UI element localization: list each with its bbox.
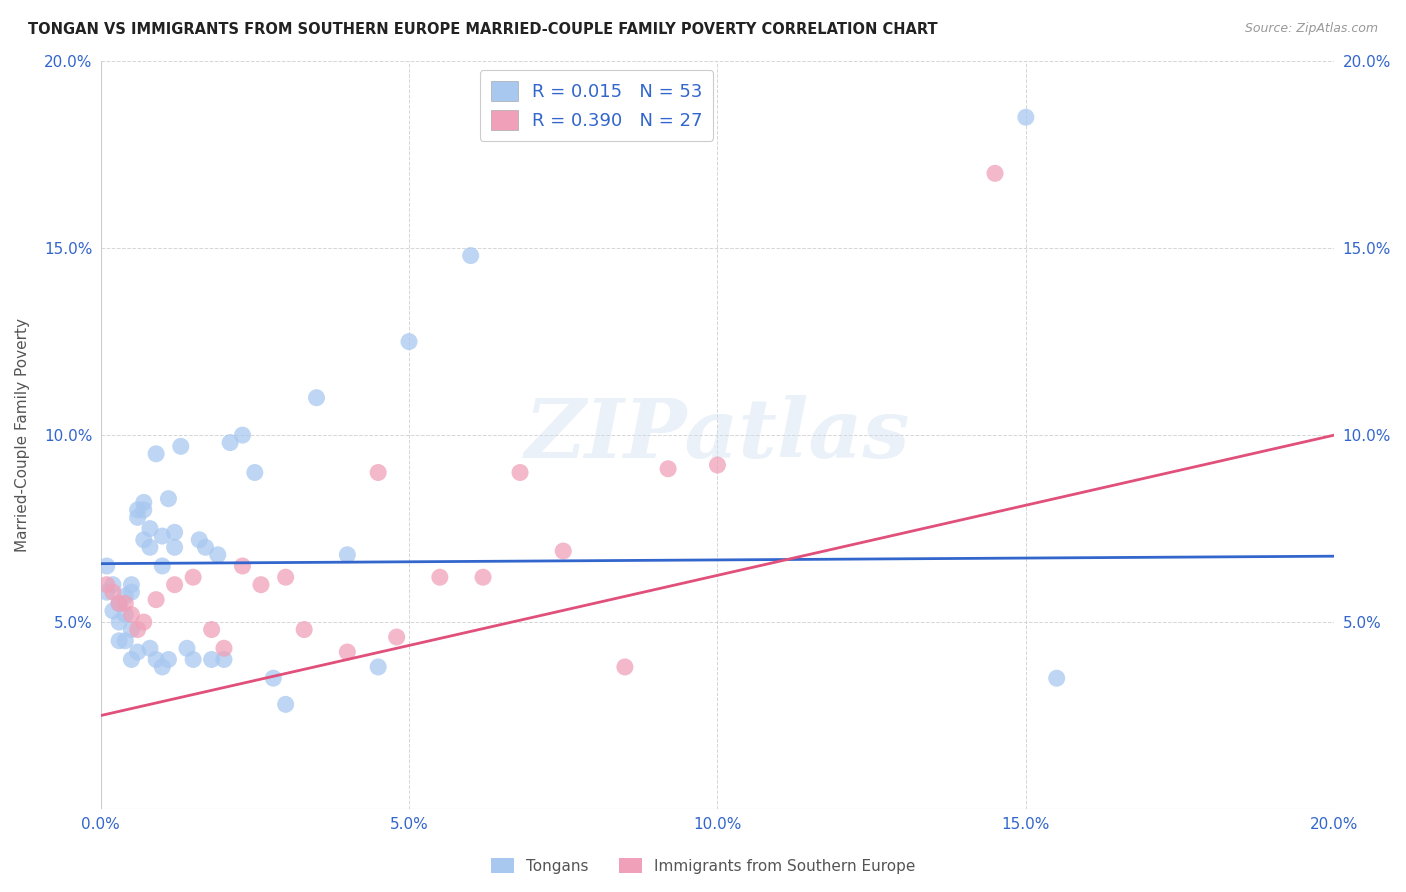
Point — [132, 615, 155, 629]
Point — [181, 652, 204, 666]
Point — [108, 615, 131, 629]
Point — [181, 570, 204, 584]
Point — [114, 589, 136, 603]
Point — [243, 466, 266, 480]
Point — [367, 660, 389, 674]
Point — [231, 559, 253, 574]
Point — [150, 529, 173, 543]
Point — [292, 623, 315, 637]
Point — [139, 641, 162, 656]
Point — [132, 503, 155, 517]
Point — [114, 607, 136, 622]
Point — [657, 462, 679, 476]
Point — [139, 522, 162, 536]
Point — [127, 623, 149, 637]
Point — [114, 633, 136, 648]
Point — [114, 596, 136, 610]
Point — [150, 559, 173, 574]
Point — [262, 671, 284, 685]
Point — [305, 391, 328, 405]
Y-axis label: Married-Couple Family Poverty: Married-Couple Family Poverty — [15, 318, 30, 552]
Point — [108, 596, 131, 610]
Point — [1046, 671, 1069, 685]
Point — [150, 660, 173, 674]
Point — [145, 447, 167, 461]
Point — [132, 495, 155, 509]
Point — [188, 533, 211, 547]
Point — [176, 641, 198, 656]
Point — [429, 570, 451, 584]
Point — [96, 559, 118, 574]
Point — [984, 166, 1007, 180]
Point — [336, 645, 359, 659]
Point — [207, 548, 229, 562]
Text: ZIPatlas: ZIPatlas — [524, 395, 910, 475]
Point — [157, 491, 180, 506]
Point — [367, 466, 389, 480]
Point — [127, 645, 149, 659]
Point — [336, 548, 359, 562]
Point — [201, 652, 224, 666]
Point — [120, 585, 142, 599]
Point — [170, 439, 193, 453]
Point — [132, 533, 155, 547]
Point — [120, 652, 142, 666]
Point — [101, 604, 124, 618]
Point — [385, 630, 408, 644]
Point — [250, 577, 273, 591]
Point — [219, 435, 242, 450]
Point — [1015, 110, 1038, 124]
Point — [139, 541, 162, 555]
Point — [127, 503, 149, 517]
Point — [460, 249, 482, 263]
Point — [163, 541, 186, 555]
Point — [163, 525, 186, 540]
Point — [274, 698, 297, 712]
Point — [553, 544, 575, 558]
Point — [120, 607, 142, 622]
Point — [96, 585, 118, 599]
Text: Source: ZipAtlas.com: Source: ZipAtlas.com — [1244, 22, 1378, 36]
Point — [706, 458, 728, 472]
Point — [194, 541, 217, 555]
Point — [398, 334, 420, 349]
Point — [101, 585, 124, 599]
Point — [274, 570, 297, 584]
Point — [157, 652, 180, 666]
Point — [108, 633, 131, 648]
Legend: Tongans, Immigrants from Southern Europe: Tongans, Immigrants from Southern Europe — [485, 852, 921, 880]
Legend: R = 0.015   N = 53, R = 0.390   N = 27: R = 0.015 N = 53, R = 0.390 N = 27 — [479, 70, 713, 141]
Point — [613, 660, 636, 674]
Point — [212, 641, 235, 656]
Point — [509, 466, 531, 480]
Point — [108, 596, 131, 610]
Point — [96, 577, 118, 591]
Point — [472, 570, 495, 584]
Point — [145, 592, 167, 607]
Point — [231, 428, 253, 442]
Point — [120, 623, 142, 637]
Point — [212, 652, 235, 666]
Point — [127, 510, 149, 524]
Point — [145, 652, 167, 666]
Point — [163, 577, 186, 591]
Point — [108, 596, 131, 610]
Point — [120, 577, 142, 591]
Point — [101, 577, 124, 591]
Point — [201, 623, 224, 637]
Text: TONGAN VS IMMIGRANTS FROM SOUTHERN EUROPE MARRIED-COUPLE FAMILY POVERTY CORRELAT: TONGAN VS IMMIGRANTS FROM SOUTHERN EUROP… — [28, 22, 938, 37]
